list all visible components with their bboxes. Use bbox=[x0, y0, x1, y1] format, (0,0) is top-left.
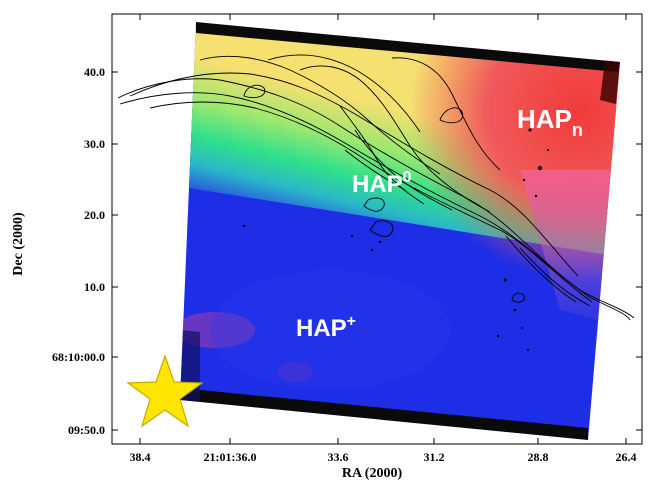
plot-frame bbox=[111, 13, 643, 445]
y-tick-label: 10.0 bbox=[84, 280, 105, 294]
contour-specks bbox=[242, 119, 561, 351]
y-tick-label: 40.0 bbox=[84, 65, 105, 79]
y-tick-label: 09:50.0 bbox=[68, 423, 105, 437]
x-tick-label: 38.4 bbox=[130, 450, 151, 464]
color-map bbox=[180, 22, 620, 440]
region-label-hap-0: HAP0 bbox=[352, 169, 412, 198]
y-tick-label: 20.0 bbox=[84, 208, 105, 222]
x-tick-label: 28.8 bbox=[528, 450, 549, 464]
star-marker-icon bbox=[126, 354, 204, 428]
x-axis: 38.4 21:01:36.0 33.6 31.2 28.8 26.4 bbox=[130, 14, 637, 464]
y-tick-label: 68:10:00.0 bbox=[52, 350, 105, 364]
y-axis: 40.0 30.0 20.0 10.0 68:10:00.0 09:50.0 bbox=[52, 65, 642, 437]
contour-overlay bbox=[117, 54, 635, 321]
region-label-hap-plus: HAP+ bbox=[296, 313, 356, 342]
x-tick-label: 21:01:36.0 bbox=[204, 450, 257, 464]
x-axis-title: RA (2000) bbox=[342, 466, 403, 481]
y-axis-title: Dec (2000) bbox=[11, 212, 26, 276]
x-tick-label: 26.4 bbox=[616, 450, 637, 464]
y-tick-label: 30.0 bbox=[84, 137, 105, 151]
region-label-hap-n: HAPn bbox=[517, 104, 583, 140]
x-tick-label: 31.2 bbox=[424, 450, 445, 464]
x-tick-label: 33.6 bbox=[328, 450, 349, 464]
